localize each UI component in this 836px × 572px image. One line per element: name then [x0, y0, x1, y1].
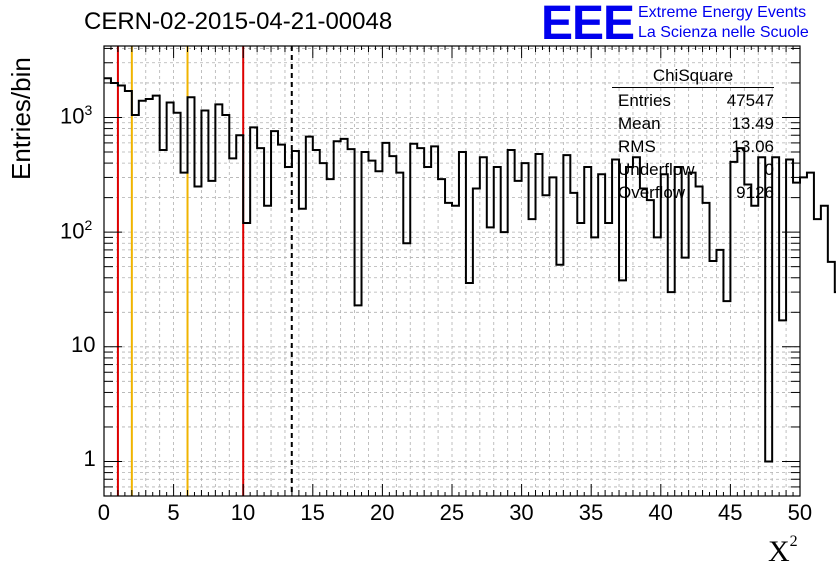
stats-title: ChiSquare	[612, 66, 774, 88]
x-tick-label: 20	[370, 500, 395, 525]
y-tick-label: 103	[60, 102, 93, 129]
stats-value: 0	[764, 160, 774, 179]
x-axis-label-sup: 2	[789, 533, 798, 550]
x-tick-label: 25	[439, 500, 465, 525]
stats-row-rms: RMS 13.06	[612, 135, 774, 158]
x-tick-label: 50	[787, 500, 813, 525]
stats-label: Entries	[618, 91, 671, 110]
stats-box: ChiSquare Entries 47547 Mean 13.49 RMS 13.0…	[612, 66, 774, 204]
stats-label: Overflow	[618, 183, 686, 202]
x-tick-label: 30	[509, 500, 534, 525]
stats-row-underflow: Underflow 0	[612, 158, 774, 181]
stats-label: Mean	[618, 114, 661, 133]
eee-logo-text: Extreme Energy Events La Scienza nelle S…	[638, 3, 809, 43]
x-tick-label: 5	[167, 500, 180, 525]
stats-value: 13.06	[731, 137, 774, 156]
logo-line-1: Extreme Energy Events	[638, 4, 807, 21]
stats-row-mean: Mean 13.49	[612, 112, 774, 135]
stats-row-overflow: Overflow 9126	[612, 181, 774, 204]
histogram-series	[104, 77, 836, 463]
y-tick-label: 10	[71, 331, 96, 357]
chart-title: CERN-02-2015-04-21-00048	[84, 8, 393, 35]
x-tick-label: 45	[718, 500, 743, 525]
stats-row-entries: Entries 47547	[612, 89, 774, 112]
x-tick-label: 15	[300, 500, 325, 525]
x-tick-label: 35	[578, 500, 604, 525]
y-tick-label: 1	[83, 446, 96, 472]
stats-value: 9126	[736, 183, 774, 202]
stats-value: 13.49	[731, 114, 774, 133]
logo-line-2: La Scienza nelle Scuole	[638, 24, 809, 41]
stats-label: Underflow	[618, 160, 695, 179]
y-tick-label: 102	[60, 217, 93, 244]
x-axis-label: X2	[768, 533, 798, 569]
x-tick-label: 0	[97, 500, 111, 525]
x-tick-label: 10	[230, 500, 256, 525]
x-tick-label: 40	[648, 500, 673, 525]
stats-label: RMS	[618, 137, 656, 156]
stats-value: 47547	[726, 91, 774, 110]
x-axis-label-base: X	[768, 535, 790, 568]
y-axis-label: Entries/bin	[6, 57, 36, 180]
eee-logo: EEE	[541, 0, 635, 50]
